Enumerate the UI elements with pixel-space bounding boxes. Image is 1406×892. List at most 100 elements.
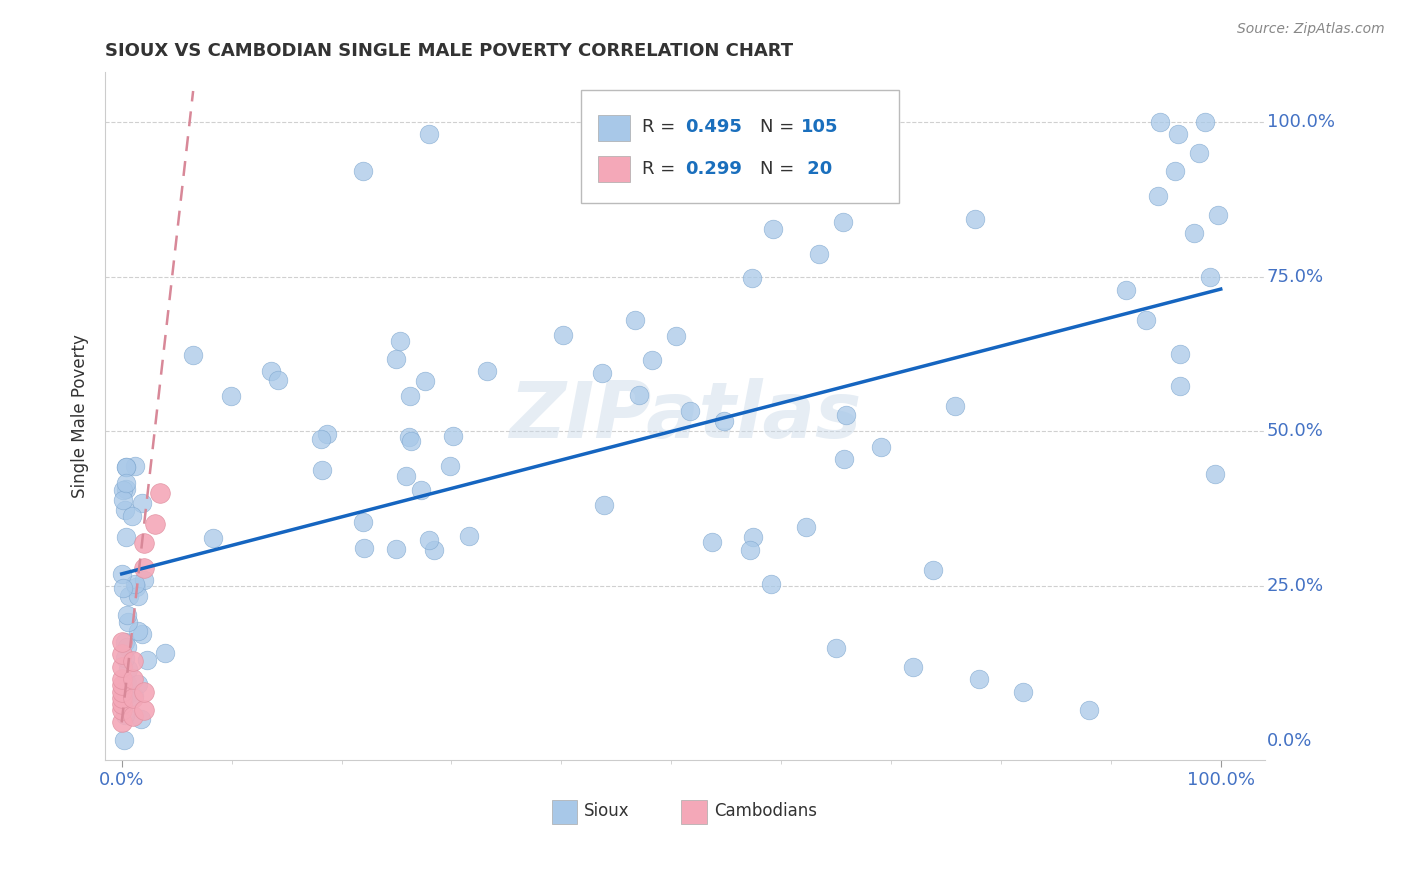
FancyBboxPatch shape [682, 800, 707, 823]
Point [111, 697, 134, 711]
Point [112, 582, 135, 596]
Point [309, 432, 332, 446]
Point [124, 576, 146, 591]
Point [418, 128, 440, 142]
Point [700, 534, 723, 549]
Point [112, 483, 135, 497]
Point [132, 703, 155, 717]
Point [112, 492, 135, 507]
Point [260, 364, 283, 378]
Point [665, 328, 688, 343]
Point [395, 469, 418, 483]
Point [111, 690, 134, 705]
Text: SIOUX VS CAMBODIAN SINGLE MALE POVERTY CORRELATION CHART: SIOUX VS CAMBODIAN SINGLE MALE POVERTY C… [105, 42, 793, 60]
Point [143, 517, 166, 532]
Text: 25.0%: 25.0% [1267, 577, 1324, 595]
Point [1147, 189, 1170, 203]
Point [131, 496, 153, 510]
Point [114, 708, 136, 723]
Point [921, 563, 943, 577]
Point [399, 389, 422, 403]
Point [149, 486, 172, 500]
Point [111, 703, 134, 717]
Point [121, 509, 143, 524]
Text: N =: N = [761, 119, 794, 136]
Point [353, 541, 375, 556]
Point [825, 641, 848, 656]
Text: 50.0%: 50.0% [1267, 423, 1324, 441]
Text: 0.495: 0.495 [685, 119, 742, 136]
Point [742, 530, 765, 544]
Point [1168, 379, 1191, 393]
Point [807, 247, 830, 261]
Point [901, 659, 924, 673]
Point [121, 672, 143, 686]
Point [738, 543, 761, 558]
Point [135, 652, 157, 666]
FancyBboxPatch shape [598, 156, 630, 182]
Point [870, 440, 893, 454]
Point [1135, 313, 1157, 327]
Text: Cambodians: Cambodians [714, 802, 817, 820]
Point [111, 678, 134, 692]
Point [121, 709, 143, 723]
Point [761, 577, 783, 591]
Text: 100.0%: 100.0% [1267, 113, 1334, 131]
Point [1115, 283, 1137, 297]
Point [122, 689, 145, 703]
Point [111, 635, 134, 649]
Point [316, 427, 339, 442]
Text: R =: R = [643, 160, 675, 178]
Point [132, 684, 155, 698]
Point [834, 408, 856, 422]
Point [399, 434, 422, 448]
Point [352, 515, 374, 529]
Point [418, 533, 440, 547]
Point [413, 374, 436, 388]
Point [963, 212, 986, 227]
Text: Sioux: Sioux [583, 802, 630, 820]
Point [117, 615, 139, 629]
Point [127, 589, 149, 603]
Point [127, 624, 149, 639]
Point [945, 399, 967, 413]
Point [114, 482, 136, 496]
Point [111, 715, 134, 730]
Point [794, 519, 817, 533]
Point [111, 659, 134, 673]
Point [1012, 684, 1035, 698]
Point [131, 712, 153, 726]
Text: 0.0%: 0.0% [1267, 732, 1312, 750]
Point [115, 460, 138, 475]
Point [118, 686, 141, 700]
Text: 75.0%: 75.0% [1267, 268, 1324, 285]
Point [132, 560, 155, 574]
Point [832, 215, 855, 229]
Point [155, 646, 177, 660]
Point [117, 662, 139, 676]
Point [475, 364, 498, 378]
FancyBboxPatch shape [598, 115, 630, 141]
Text: N =: N = [761, 160, 794, 178]
Point [111, 648, 134, 662]
Point [353, 164, 375, 178]
Text: 20: 20 [801, 160, 832, 178]
Point [1204, 467, 1226, 482]
Point [115, 608, 138, 623]
Point [458, 529, 481, 543]
Point [127, 677, 149, 691]
Point [111, 684, 134, 698]
Text: ZIPatlas: ZIPatlas [509, 378, 860, 454]
Point [385, 541, 408, 556]
Point [627, 388, 650, 402]
Point [114, 503, 136, 517]
Point [311, 463, 333, 477]
Point [439, 458, 461, 473]
Point [114, 475, 136, 490]
Point [1167, 128, 1189, 142]
Point [114, 530, 136, 544]
Point [741, 270, 763, 285]
Point [624, 312, 647, 326]
FancyBboxPatch shape [551, 800, 576, 823]
Text: R =: R = [643, 119, 675, 136]
